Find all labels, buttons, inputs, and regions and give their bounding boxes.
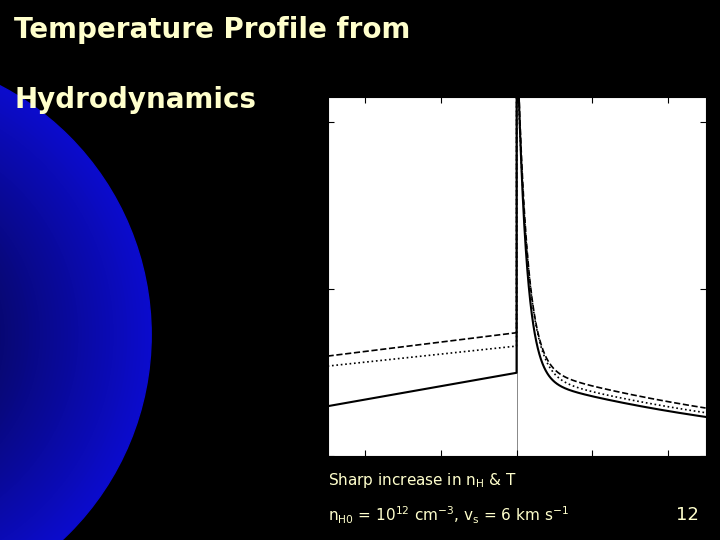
Circle shape xyxy=(0,135,71,535)
Circle shape xyxy=(0,106,99,540)
Y-axis label: T (K): T (K) xyxy=(281,260,294,293)
Circle shape xyxy=(0,191,14,479)
Circle shape xyxy=(0,141,63,528)
Circle shape xyxy=(0,57,148,540)
Circle shape xyxy=(0,78,127,540)
Circle shape xyxy=(0,68,137,540)
Circle shape xyxy=(0,121,84,540)
Text: Temperature Profile from: Temperature Profile from xyxy=(14,16,411,44)
Text: Sharp increase in n$_\mathrm{H}$ & T: Sharp increase in n$_\mathrm{H}$ & T xyxy=(328,471,516,490)
Circle shape xyxy=(0,131,74,538)
Circle shape xyxy=(0,148,56,521)
Circle shape xyxy=(0,166,39,503)
X-axis label: z (10$^{10}$ cm): z (10$^{10}$ cm) xyxy=(477,480,557,500)
Circle shape xyxy=(0,201,4,468)
Circle shape xyxy=(0,127,78,540)
Circle shape xyxy=(0,145,60,524)
Circle shape xyxy=(0,82,123,540)
Circle shape xyxy=(0,93,112,540)
Circle shape xyxy=(0,170,35,500)
Circle shape xyxy=(0,85,120,540)
Text: n$_\mathrm{H0}$ = 10$^{12}$ cm$^{-3}$, v$_\mathrm{s}$ = 6 km s$^{-1}$: n$_\mathrm{H0}$ = 10$^{12}$ cm$^{-3}$, v… xyxy=(328,505,568,526)
Circle shape xyxy=(0,177,28,493)
Circle shape xyxy=(0,99,106,540)
Text: 12: 12 xyxy=(675,506,698,524)
Circle shape xyxy=(0,89,116,540)
Circle shape xyxy=(0,138,67,531)
Circle shape xyxy=(0,173,32,496)
Circle shape xyxy=(0,194,11,475)
Circle shape xyxy=(0,117,88,540)
Circle shape xyxy=(0,184,22,486)
Circle shape xyxy=(0,159,46,510)
Circle shape xyxy=(0,163,42,507)
Circle shape xyxy=(0,71,134,540)
Circle shape xyxy=(0,61,144,540)
Circle shape xyxy=(0,54,151,540)
Circle shape xyxy=(0,110,95,540)
Circle shape xyxy=(0,152,53,517)
Circle shape xyxy=(0,180,25,489)
Circle shape xyxy=(0,103,102,540)
Circle shape xyxy=(0,64,140,540)
Circle shape xyxy=(0,198,7,472)
Circle shape xyxy=(0,114,91,540)
Circle shape xyxy=(0,187,18,482)
Circle shape xyxy=(0,124,81,540)
Text: Hydrodynamics: Hydrodynamics xyxy=(14,86,256,114)
Circle shape xyxy=(0,156,50,514)
Circle shape xyxy=(0,96,109,540)
Circle shape xyxy=(0,75,130,540)
